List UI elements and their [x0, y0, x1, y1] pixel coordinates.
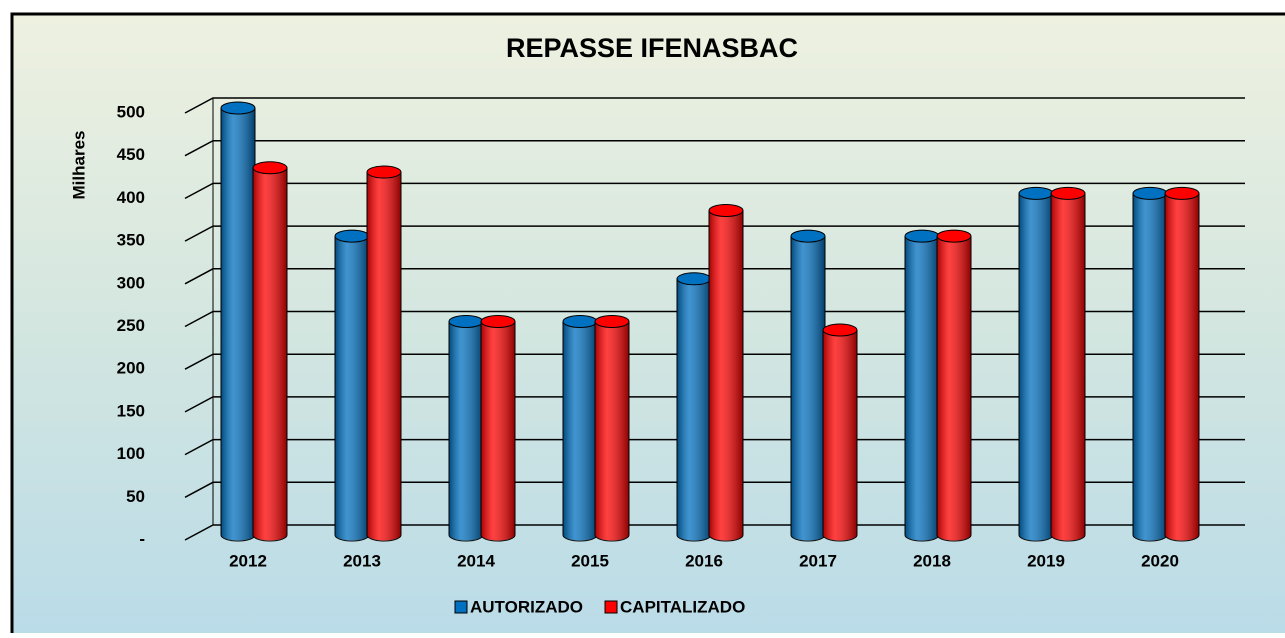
bar-cap	[822, 323, 858, 337]
bar	[790, 229, 826, 542]
bar-shade	[253, 167, 287, 541]
y-tick-label: 100	[117, 444, 145, 463]
bar-shade	[905, 236, 939, 541]
bar-cap	[480, 315, 516, 328]
bar-cap	[220, 101, 256, 115]
bar-cap	[448, 315, 484, 328]
bar	[708, 203, 744, 542]
bar-cap	[366, 165, 402, 179]
y-axis-label: Milhares	[69, 131, 88, 200]
bar-cap	[252, 161, 288, 175]
y-tick-label: 300	[117, 273, 145, 292]
bar	[822, 323, 858, 542]
y-tick-label: 350	[117, 231, 145, 250]
bar-shade	[1165, 193, 1199, 541]
bar	[594, 315, 630, 542]
bar	[936, 229, 972, 542]
bar	[1132, 186, 1168, 542]
y-tick-label: 150	[117, 401, 145, 420]
legend-label: CAPITALIZADO	[620, 597, 745, 616]
bar-cap	[562, 315, 598, 328]
bar-cap	[676, 272, 712, 286]
x-tick-label: 2013	[343, 551, 381, 570]
bar	[366, 165, 402, 542]
bar	[220, 101, 256, 542]
bar	[1050, 186, 1086, 542]
bar-shade	[1133, 193, 1167, 541]
x-tick-label: 2012	[229, 551, 267, 570]
bar-shade	[823, 330, 857, 541]
bar-shade	[335, 236, 369, 541]
x-tick-label: 2015	[571, 551, 609, 570]
bar-shade	[937, 236, 971, 541]
y-tick-label: 400	[117, 188, 145, 207]
bar-cap	[1164, 186, 1200, 200]
bar-shade	[481, 321, 515, 541]
bar-shade	[595, 321, 629, 541]
y-tick-label: 500	[117, 102, 145, 121]
bar-cap	[936, 229, 972, 243]
y-tick-label: 200	[117, 359, 145, 378]
bar-shade	[563, 321, 597, 541]
chart-title: REPASSE IFENASBAC	[506, 33, 798, 63]
x-tick-label: 2016	[685, 551, 723, 570]
bar-cap	[1050, 186, 1086, 200]
bar	[562, 315, 598, 542]
bar	[334, 229, 370, 542]
bar	[252, 161, 288, 542]
bar-shade	[709, 210, 743, 542]
x-tick-label: 2018	[913, 551, 951, 570]
bar-cap	[904, 229, 940, 243]
bar-cap	[1132, 186, 1168, 200]
bar-shade	[449, 321, 483, 541]
bar-cap	[334, 229, 370, 243]
x-tick-label: 2014	[457, 551, 495, 570]
bar-shade	[677, 278, 711, 541]
bar-shade	[791, 236, 825, 541]
legend-swatch	[604, 600, 618, 614]
x-tick-label: 2020	[1141, 551, 1179, 570]
x-tick-label: 2019	[1027, 551, 1065, 570]
y-tick-label: 450	[117, 145, 145, 164]
y-tick-label: 250	[117, 316, 145, 335]
bar	[480, 315, 516, 542]
bar	[904, 229, 940, 542]
bar	[676, 272, 712, 542]
bar-shade	[221, 108, 255, 541]
bar-cap	[594, 315, 630, 328]
bar	[448, 315, 484, 542]
bar-shade	[367, 172, 401, 542]
bar	[1018, 186, 1054, 542]
bar	[1164, 186, 1200, 542]
legend-swatch	[454, 600, 468, 614]
bar-cap	[790, 229, 826, 243]
y-tick-label: -	[139, 529, 145, 548]
legend-label: AUTORIZADO	[470, 597, 583, 616]
bar-cap	[708, 203, 744, 217]
bar-shade	[1019, 193, 1053, 541]
chart-background	[10, 12, 1285, 638]
bar-shade	[1051, 193, 1085, 541]
x-tick-label: 2017	[799, 551, 837, 570]
bar-cap	[1018, 186, 1054, 200]
y-tick-label: 50	[126, 487, 145, 506]
